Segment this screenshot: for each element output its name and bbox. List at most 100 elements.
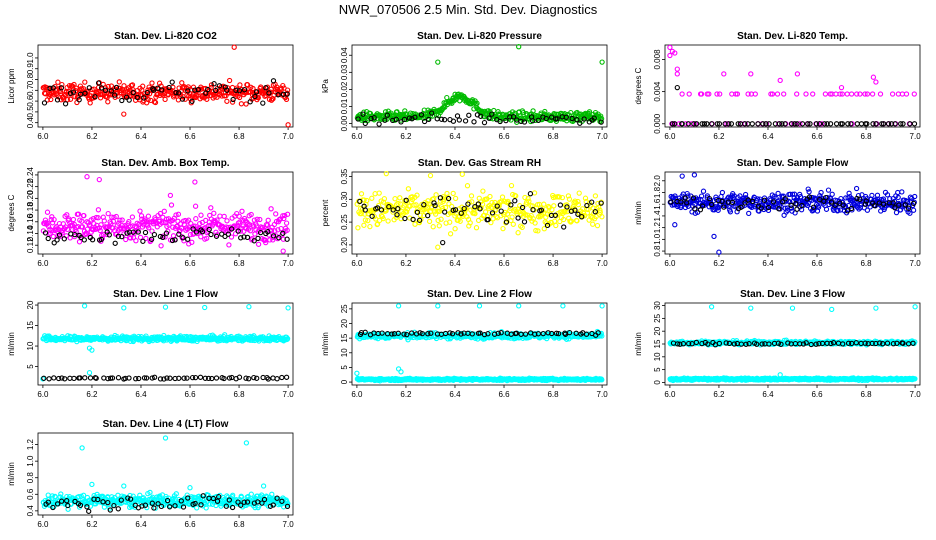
data-point [590, 221, 596, 227]
data-point [902, 202, 908, 208]
data-point [503, 117, 509, 124]
data-point [880, 121, 887, 127]
data-point [498, 330, 504, 336]
data-point [484, 213, 491, 220]
data-point [775, 340, 782, 346]
data-point [117, 217, 123, 223]
data-point [870, 74, 877, 80]
data-point [204, 235, 210, 241]
data-point [840, 202, 846, 208]
data-point [133, 376, 139, 382]
data-point [189, 374, 196, 381]
panel-title-boxtemp: Stan. Dev. Amb. Box Temp. [101, 158, 229, 169]
data-point [816, 121, 823, 127]
data-point [462, 208, 468, 214]
y-tick-label: 0.6 [26, 488, 35, 500]
data-point [161, 376, 167, 382]
data-point [169, 237, 176, 244]
data-point [173, 212, 179, 218]
data-point [70, 89, 77, 95]
data-point [239, 208, 245, 214]
y-tick-label: 0.5 [26, 106, 35, 118]
data-point [468, 193, 475, 199]
x-tick-label: 6.2 [86, 259, 98, 268]
data-point [839, 199, 846, 205]
data-point [674, 71, 680, 77]
data-point [481, 119, 488, 126]
data-point [667, 52, 673, 59]
data-point [86, 370, 93, 376]
y-tick-label: 1.0 [26, 52, 35, 64]
data-point [864, 121, 870, 127]
data-point [597, 207, 603, 213]
data-point [395, 303, 402, 309]
data-point [137, 208, 143, 214]
data-point [198, 212, 204, 218]
data-point [864, 207, 871, 213]
data-point [803, 91, 809, 97]
data-point [279, 374, 285, 381]
panel-title-co2: Stan. Dev. Li-820 CO2 [114, 31, 217, 42]
data-point [594, 222, 601, 229]
data-point [106, 232, 112, 238]
data-point [45, 492, 51, 498]
data-point [151, 231, 158, 238]
data-point [672, 121, 678, 127]
data-point [551, 203, 557, 209]
data-point [442, 209, 448, 215]
data-point [270, 375, 276, 381]
data-point [64, 212, 70, 218]
data-point [246, 304, 252, 310]
data-point [82, 375, 88, 381]
data-point [877, 91, 884, 97]
data-point [684, 200, 690, 206]
series-main [667, 172, 918, 255]
data-point [872, 202, 878, 209]
data-point [749, 121, 755, 127]
data-point [144, 89, 150, 96]
data-point [211, 81, 217, 87]
x-tick-label: 6.2 [86, 520, 98, 529]
data-point [561, 224, 567, 230]
data-point [832, 202, 838, 208]
data-point [591, 115, 597, 121]
data-point [280, 82, 286, 89]
data-point [723, 340, 729, 346]
data-point [719, 198, 725, 205]
data-point [557, 202, 564, 208]
data-point [862, 201, 868, 207]
panel-title-line3: Stan. Dev. Line 3 Flow [740, 289, 845, 300]
data-point [362, 217, 369, 223]
data-point [497, 118, 503, 125]
x-tick-label: 6.4 [762, 390, 774, 399]
data-point [823, 194, 829, 201]
data-point [236, 374, 243, 380]
data-point [464, 183, 471, 189]
data-point [55, 79, 61, 85]
data-point [76, 494, 82, 500]
data-point [393, 116, 399, 122]
data-point [140, 238, 146, 244]
data-point [233, 87, 239, 93]
x-tick-label: 6.4 [449, 259, 461, 268]
data-point [540, 330, 546, 337]
data-point [864, 91, 871, 97]
data-point [450, 207, 456, 213]
data-point [76, 239, 83, 245]
data-point [763, 121, 769, 127]
data-point [912, 376, 918, 382]
data-point [257, 216, 263, 223]
data-point [358, 210, 364, 217]
data-point [379, 330, 385, 336]
y-tick-label: 0.16 [26, 213, 35, 229]
data-point [745, 91, 751, 97]
data-point [477, 206, 483, 212]
data-point [72, 94, 78, 100]
data-point [79, 224, 86, 230]
data-point [706, 195, 713, 202]
x-tick-label: 7.0 [597, 390, 609, 399]
data-point [105, 99, 111, 105]
y-tick-label: 5 [26, 364, 35, 369]
data-point [371, 115, 377, 121]
x-tick-label: 6.2 [86, 390, 98, 399]
